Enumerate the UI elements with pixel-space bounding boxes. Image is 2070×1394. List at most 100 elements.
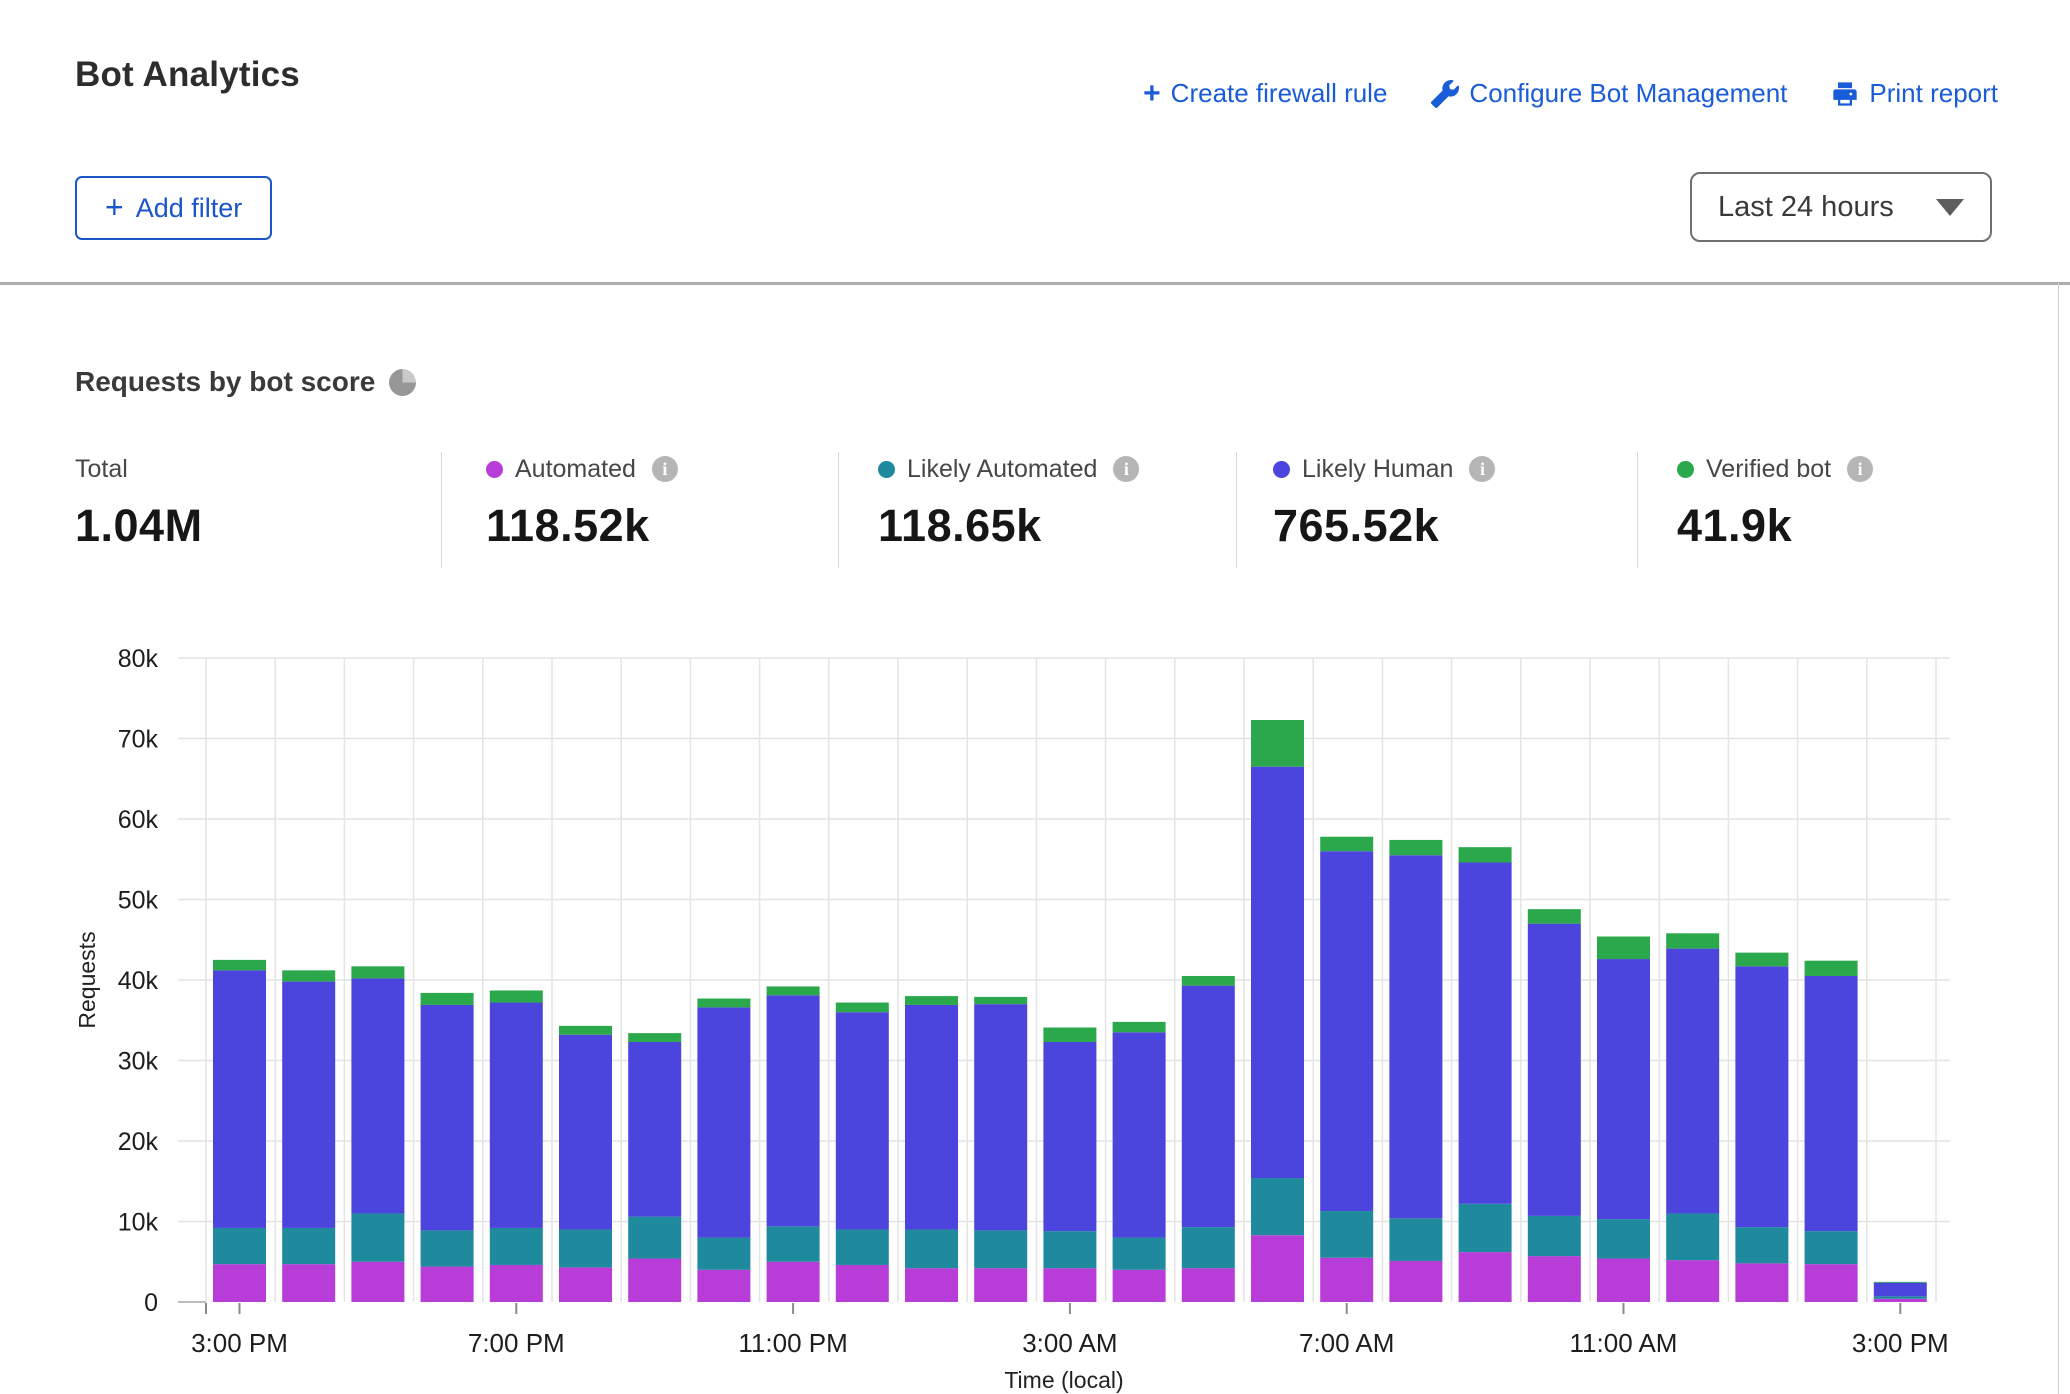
bar-11-00-pm[interactable] xyxy=(767,986,820,1302)
bar-segment[interactable] xyxy=(974,1004,1027,1230)
bar-segment[interactable] xyxy=(697,999,750,1008)
bar-segment[interactable] xyxy=(282,1264,335,1302)
bar-segment[interactable] xyxy=(421,993,474,1005)
bar-segment[interactable] xyxy=(1874,1283,1927,1297)
bar-segment[interactable] xyxy=(213,1264,266,1302)
bar-segment[interactable] xyxy=(905,1230,958,1269)
info-icon[interactable]: i xyxy=(652,456,678,482)
bar-segment[interactable] xyxy=(1459,847,1512,862)
bar-segment[interactable] xyxy=(1805,1231,1858,1264)
bar-segment[interactable] xyxy=(1874,1282,1927,1283)
bar-8-00-pm[interactable] xyxy=(559,1026,612,1302)
bar-segment[interactable] xyxy=(1666,949,1719,1214)
bar-10-00-am[interactable] xyxy=(1528,909,1581,1302)
bar-7-00-am[interactable] xyxy=(1320,837,1373,1302)
bar-6-00-pm[interactable] xyxy=(421,993,474,1302)
info-icon[interactable]: i xyxy=(1113,456,1139,482)
bar-segment[interactable] xyxy=(1805,976,1858,1231)
bar-segment[interactable] xyxy=(1805,961,1858,976)
bar-segment[interactable] xyxy=(282,970,335,981)
bar-segment[interactable] xyxy=(1597,937,1650,960)
bar-10-00-pm[interactable] xyxy=(697,999,750,1302)
bar-segment[interactable] xyxy=(628,1042,681,1217)
bar-segment[interactable] xyxy=(1113,1022,1166,1032)
bar-segment[interactable] xyxy=(213,970,266,1228)
bar-4-00-pm[interactable] xyxy=(282,970,335,1302)
bar-segment[interactable] xyxy=(1113,1270,1166,1302)
bar-segment[interactable] xyxy=(282,982,335,1228)
bar-segment[interactable] xyxy=(1389,1261,1442,1302)
bar-12-00-am[interactable] xyxy=(836,1003,889,1302)
bar-segment[interactable] xyxy=(1459,862,1512,1203)
bar-segment[interactable] xyxy=(1389,1218,1442,1261)
bar-1-00-am[interactable] xyxy=(905,996,958,1302)
bar-segment[interactable] xyxy=(559,1035,612,1230)
bar-segment[interactable] xyxy=(351,1213,404,1261)
bar-segment[interactable] xyxy=(1666,1260,1719,1302)
bar-segment[interactable] xyxy=(421,1267,474,1302)
bar-segment[interactable] xyxy=(1597,1219,1650,1258)
bar-segment[interactable] xyxy=(1528,1256,1581,1302)
bar-segment[interactable] xyxy=(836,1230,889,1265)
bar-segment[interactable] xyxy=(628,1033,681,1042)
bar-3-00-pm[interactable] xyxy=(1874,1282,1927,1302)
bar-segment[interactable] xyxy=(1320,837,1373,851)
stat-likely-automated[interactable]: Likely Automated i 118.65k xyxy=(878,452,1139,552)
bar-1-00-pm[interactable] xyxy=(1735,953,1788,1302)
bar-segment[interactable] xyxy=(1666,933,1719,948)
bar-segment[interactable] xyxy=(836,1265,889,1302)
bar-segment[interactable] xyxy=(1043,1231,1096,1268)
stat-likely-human[interactable]: Likely Human i 765.52k xyxy=(1273,452,1495,552)
bar-segment[interactable] xyxy=(351,1262,404,1302)
bar-segment[interactable] xyxy=(1320,1258,1373,1302)
bar-segment[interactable] xyxy=(351,966,404,978)
bar-segment[interactable] xyxy=(1113,1032,1166,1237)
bar-segment[interactable] xyxy=(1251,720,1304,767)
bar-segment[interactable] xyxy=(1459,1204,1512,1252)
create-firewall-rule-link[interactable]: + Create firewall rule xyxy=(1143,78,1387,109)
bar-6-00-am[interactable] xyxy=(1251,720,1304,1302)
bar-segment[interactable] xyxy=(1320,851,1373,1211)
bar-11-00-am[interactable] xyxy=(1597,937,1650,1302)
bar-2-00-pm[interactable] xyxy=(1805,961,1858,1302)
bar-12-00-pm[interactable] xyxy=(1666,933,1719,1302)
bar-3-00-pm[interactable] xyxy=(213,960,266,1302)
bar-segment[interactable] xyxy=(213,960,266,970)
bar-segment[interactable] xyxy=(1389,840,1442,855)
bar-segment[interactable] xyxy=(1735,953,1788,967)
bar-3-00-am[interactable] xyxy=(1043,1027,1096,1302)
bar-segment[interactable] xyxy=(1874,1296,1927,1298)
print-report-link[interactable]: Print report xyxy=(1831,78,1998,109)
bar-8-00-am[interactable] xyxy=(1389,840,1442,1302)
bar-segment[interactable] xyxy=(1251,767,1304,1178)
bar-segment[interactable] xyxy=(1597,1259,1650,1302)
bar-5-00-am[interactable] xyxy=(1182,976,1235,1302)
bar-segment[interactable] xyxy=(1251,1235,1304,1302)
bar-segment[interactable] xyxy=(1182,1227,1235,1268)
bar-segment[interactable] xyxy=(974,997,1027,1004)
bar-4-00-am[interactable] xyxy=(1113,1022,1166,1302)
bar-segment[interactable] xyxy=(905,996,958,1005)
bar-segment[interactable] xyxy=(490,1003,543,1228)
bar-segment[interactable] xyxy=(1735,1263,1788,1302)
bar-segment[interactable] xyxy=(905,1268,958,1302)
bar-segment[interactable] xyxy=(628,1259,681,1302)
bar-segment[interactable] xyxy=(697,1007,750,1237)
bar-2-00-am[interactable] xyxy=(974,997,1027,1302)
bar-segment[interactable] xyxy=(628,1217,681,1259)
bar-segment[interactable] xyxy=(1666,1213,1719,1260)
bar-segment[interactable] xyxy=(1528,924,1581,1216)
bar-segment[interactable] xyxy=(490,1228,543,1265)
bar-segment[interactable] xyxy=(1735,966,1788,1227)
bar-segment[interactable] xyxy=(1459,1252,1512,1302)
stat-verified-bot[interactable]: Verified bot i 41.9k xyxy=(1677,452,1873,552)
bar-9-00-pm[interactable] xyxy=(628,1033,681,1302)
bar-segment[interactable] xyxy=(1735,1227,1788,1263)
bar-segment[interactable] xyxy=(1182,976,1235,986)
info-icon[interactable]: i xyxy=(1469,456,1495,482)
bar-segment[interactable] xyxy=(905,1005,958,1230)
bar-7-00-pm[interactable] xyxy=(490,990,543,1302)
bar-segment[interactable] xyxy=(559,1230,612,1268)
bar-segment[interactable] xyxy=(1320,1211,1373,1258)
bar-segment[interactable] xyxy=(1389,855,1442,1218)
